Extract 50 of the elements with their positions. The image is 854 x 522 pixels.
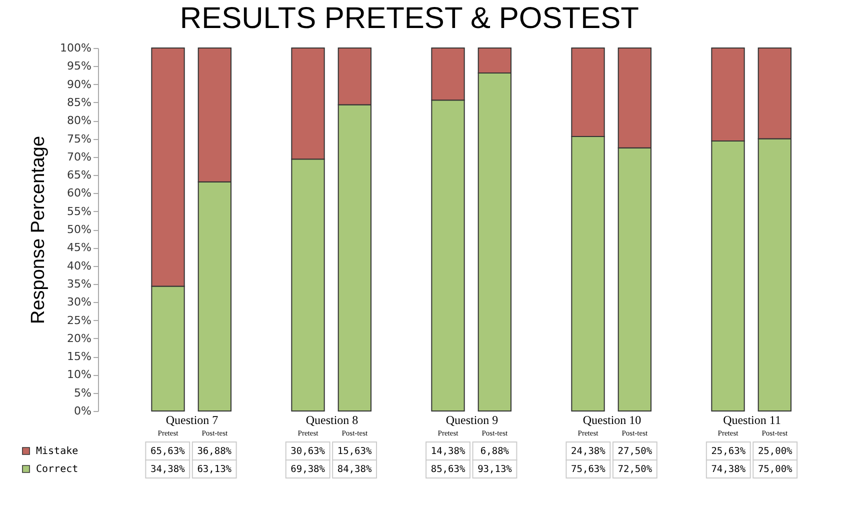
data-label: 14,38% — [430, 446, 466, 457]
y-tick-label: 30% — [67, 296, 92, 309]
y-tick-label: 40% — [67, 259, 92, 272]
data-label: 30,63% — [290, 446, 326, 457]
data-label: 6,88% — [480, 446, 510, 457]
chart-title: RESULTS PRETEST & POSTEST — [180, 2, 639, 35]
y-tick-label: 80% — [67, 114, 92, 128]
y-tick-label: 65% — [67, 168, 92, 182]
y-tick-label: 5% — [74, 386, 92, 400]
data-label: 65,63% — [150, 446, 186, 457]
y-tick-label: 70% — [67, 150, 92, 164]
text: Question 8 — [306, 413, 358, 427]
y-tick-label: 45% — [67, 241, 92, 254]
y-tick-label: 25% — [67, 314, 92, 327]
legend-label: Correct — [36, 464, 78, 475]
data-label: 93,13% — [478, 464, 512, 475]
data-label: 72,50% — [618, 464, 652, 475]
y-tick-label: 55% — [67, 204, 92, 218]
data-label: 75,00% — [758, 464, 793, 475]
y-tick-label: 20% — [67, 332, 92, 345]
data-label: 25,00% — [758, 446, 793, 457]
data-label: 63,13% — [197, 464, 232, 475]
y-tick-label: 0% — [74, 404, 92, 418]
y-tick-label: 95% — [67, 60, 92, 73]
text: Question 7 — [166, 413, 218, 427]
text: Question 9 — [446, 413, 498, 427]
text: Question 10 — [582, 413, 642, 427]
data-label: 24,38% — [571, 446, 606, 457]
y-axis-title: Response Percentage — [28, 136, 50, 324]
data-label: 27,50% — [618, 446, 652, 457]
y-tick-label: 75% — [67, 132, 92, 146]
y-tick-label: 10% — [67, 368, 92, 382]
y-tick-label: 35% — [67, 277, 92, 290]
data-label: 75,63% — [571, 464, 606, 475]
data-label: 74,38% — [711, 464, 746, 475]
data-label: 84,38% — [337, 464, 372, 475]
data-label: 85,63% — [430, 464, 466, 475]
y-tick-label: 100% — [60, 42, 92, 54]
legend-label: Mistake — [36, 446, 78, 457]
y-tick-label: 15% — [67, 350, 92, 364]
data-label: 36,88% — [197, 446, 232, 457]
text: Question 11 — [723, 413, 781, 427]
data-label: 25,63% — [711, 446, 746, 457]
y-tick-label: 60% — [67, 186, 92, 200]
data-label: 15,63% — [337, 446, 372, 457]
y-tick-label: 85% — [67, 96, 92, 109]
data-label: 69,38% — [290, 464, 326, 475]
data-label: 34,38% — [150, 464, 186, 475]
y-tick-label: 50% — [67, 223, 92, 236]
y-tick-label: 90% — [67, 78, 92, 91]
